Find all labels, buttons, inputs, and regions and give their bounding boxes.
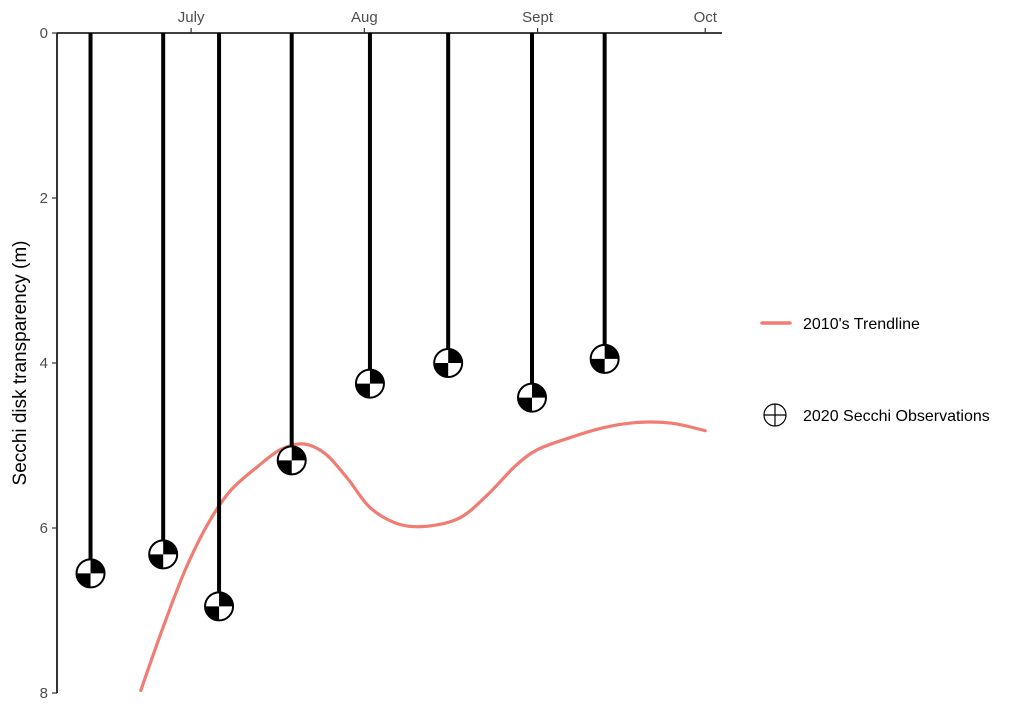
disk-quadrant-black (448, 349, 463, 363)
disk-outline (354, 368, 385, 399)
trendline-layer (139, 420, 707, 693)
disk-quadrant-black (90, 559, 105, 574)
disk-quadrant-black (434, 363, 449, 377)
disk-quadrant-black (532, 383, 546, 398)
x-tick-label: Oct (694, 9, 718, 26)
disk-outline (75, 558, 106, 589)
disk-quadrant-black (163, 540, 178, 555)
y-tick-label: 0 (40, 25, 48, 42)
disk-quadrant-black (205, 606, 220, 621)
disk-outline (517, 382, 547, 413)
secchi-disk-point (517, 382, 547, 413)
disk-quadrant-black (219, 592, 234, 607)
legend-observation-key (763, 403, 787, 427)
y-ticks: 0 2 4 6 8 (40, 25, 57, 702)
disk-quadrant-black (291, 446, 306, 461)
legend-observation-label: 2020 Secchi Observations (803, 408, 990, 425)
y-tick-label: 6 (40, 520, 48, 537)
secchi-disk-point (204, 591, 235, 622)
disk-quadrant-black (277, 460, 292, 475)
trendline-series (139, 420, 707, 693)
y-tick-label: 2 (40, 190, 48, 207)
secchi-disk-point (75, 558, 106, 589)
legend: 2010's Trendline 2020 Secchi Observations (760, 316, 990, 427)
y-axis-title: Secchi disk transparency (m) (10, 241, 31, 486)
disk-outline (148, 539, 179, 570)
disk-quadrant-black (355, 383, 370, 398)
disk-quadrant-black (149, 554, 164, 569)
secchi-disk-point (354, 368, 385, 399)
x-tick-label: July (178, 9, 205, 26)
y-tick-label: 8 (40, 685, 48, 702)
observations-layer (75, 33, 620, 622)
x-tick-label: Aug (351, 9, 378, 26)
disk-quadrant-black (518, 397, 532, 412)
secchi-disk-point (276, 445, 307, 476)
disk-quadrant-black (76, 573, 91, 588)
legend-trendline-label: 2010's Trendline (803, 316, 920, 333)
x-ticks: July Aug Sept Oct (178, 9, 718, 33)
disk-outline (204, 591, 235, 622)
x-tick-label: Sept (522, 9, 554, 26)
disk-quadrant-black (590, 358, 605, 373)
disk-outline (276, 445, 307, 476)
disk-outline (433, 348, 464, 378)
secchi-disk-point (589, 343, 620, 374)
disk-quadrant-black (604, 344, 619, 359)
secchi-disk-point (148, 539, 179, 570)
disk-quadrant-black (369, 369, 384, 384)
y-tick-label: 4 (40, 355, 48, 372)
disk-outline (589, 343, 620, 374)
secchi-disk-point (433, 348, 464, 378)
